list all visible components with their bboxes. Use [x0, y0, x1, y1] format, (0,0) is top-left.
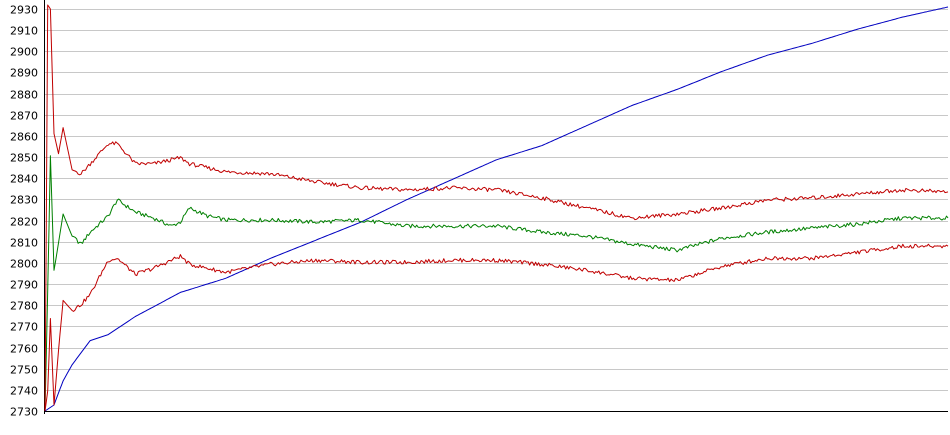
y-tick-label: 2850 [10, 152, 38, 165]
series-line [44, 4, 949, 412]
y-axis: 2930 2910 2900 2890 2880 2870 2860 2850 2840 2830… [10, 0, 948, 419]
y-tick-label: 2790 [10, 279, 38, 292]
y-tick-label: 2890 [10, 67, 38, 80]
series-line [44, 155, 949, 412]
y-tick-label: 2740 [10, 385, 38, 398]
series-line [44, 243, 949, 412]
y-tick-label: 2730 [10, 406, 38, 419]
y-tick-label: 2930 [10, 4, 38, 17]
y-tick-label: 2910 [10, 25, 38, 38]
y-tick-label: 2860 [10, 131, 38, 144]
grid-layer [45, 9, 948, 412]
y-tick-label: 2800 [10, 258, 38, 271]
y-tick-label: 2780 [10, 300, 38, 313]
y-tick-label: 2820 [10, 216, 38, 229]
y-tick-label: 2760 [10, 343, 38, 356]
y-tick-label: 2810 [10, 237, 38, 250]
series-line [44, 6, 949, 412]
y-tick-label: 2750 [10, 364, 38, 377]
series-layer [44, 4, 949, 412]
y-tick-label: 2830 [10, 194, 38, 207]
y-tick-label: 2900 [10, 46, 38, 59]
y-tick-label: 2870 [10, 110, 38, 123]
y-tick-label: 2880 [10, 89, 38, 102]
y-tick-label: 2770 [10, 321, 38, 334]
y-tick-label: 2840 [10, 173, 38, 186]
